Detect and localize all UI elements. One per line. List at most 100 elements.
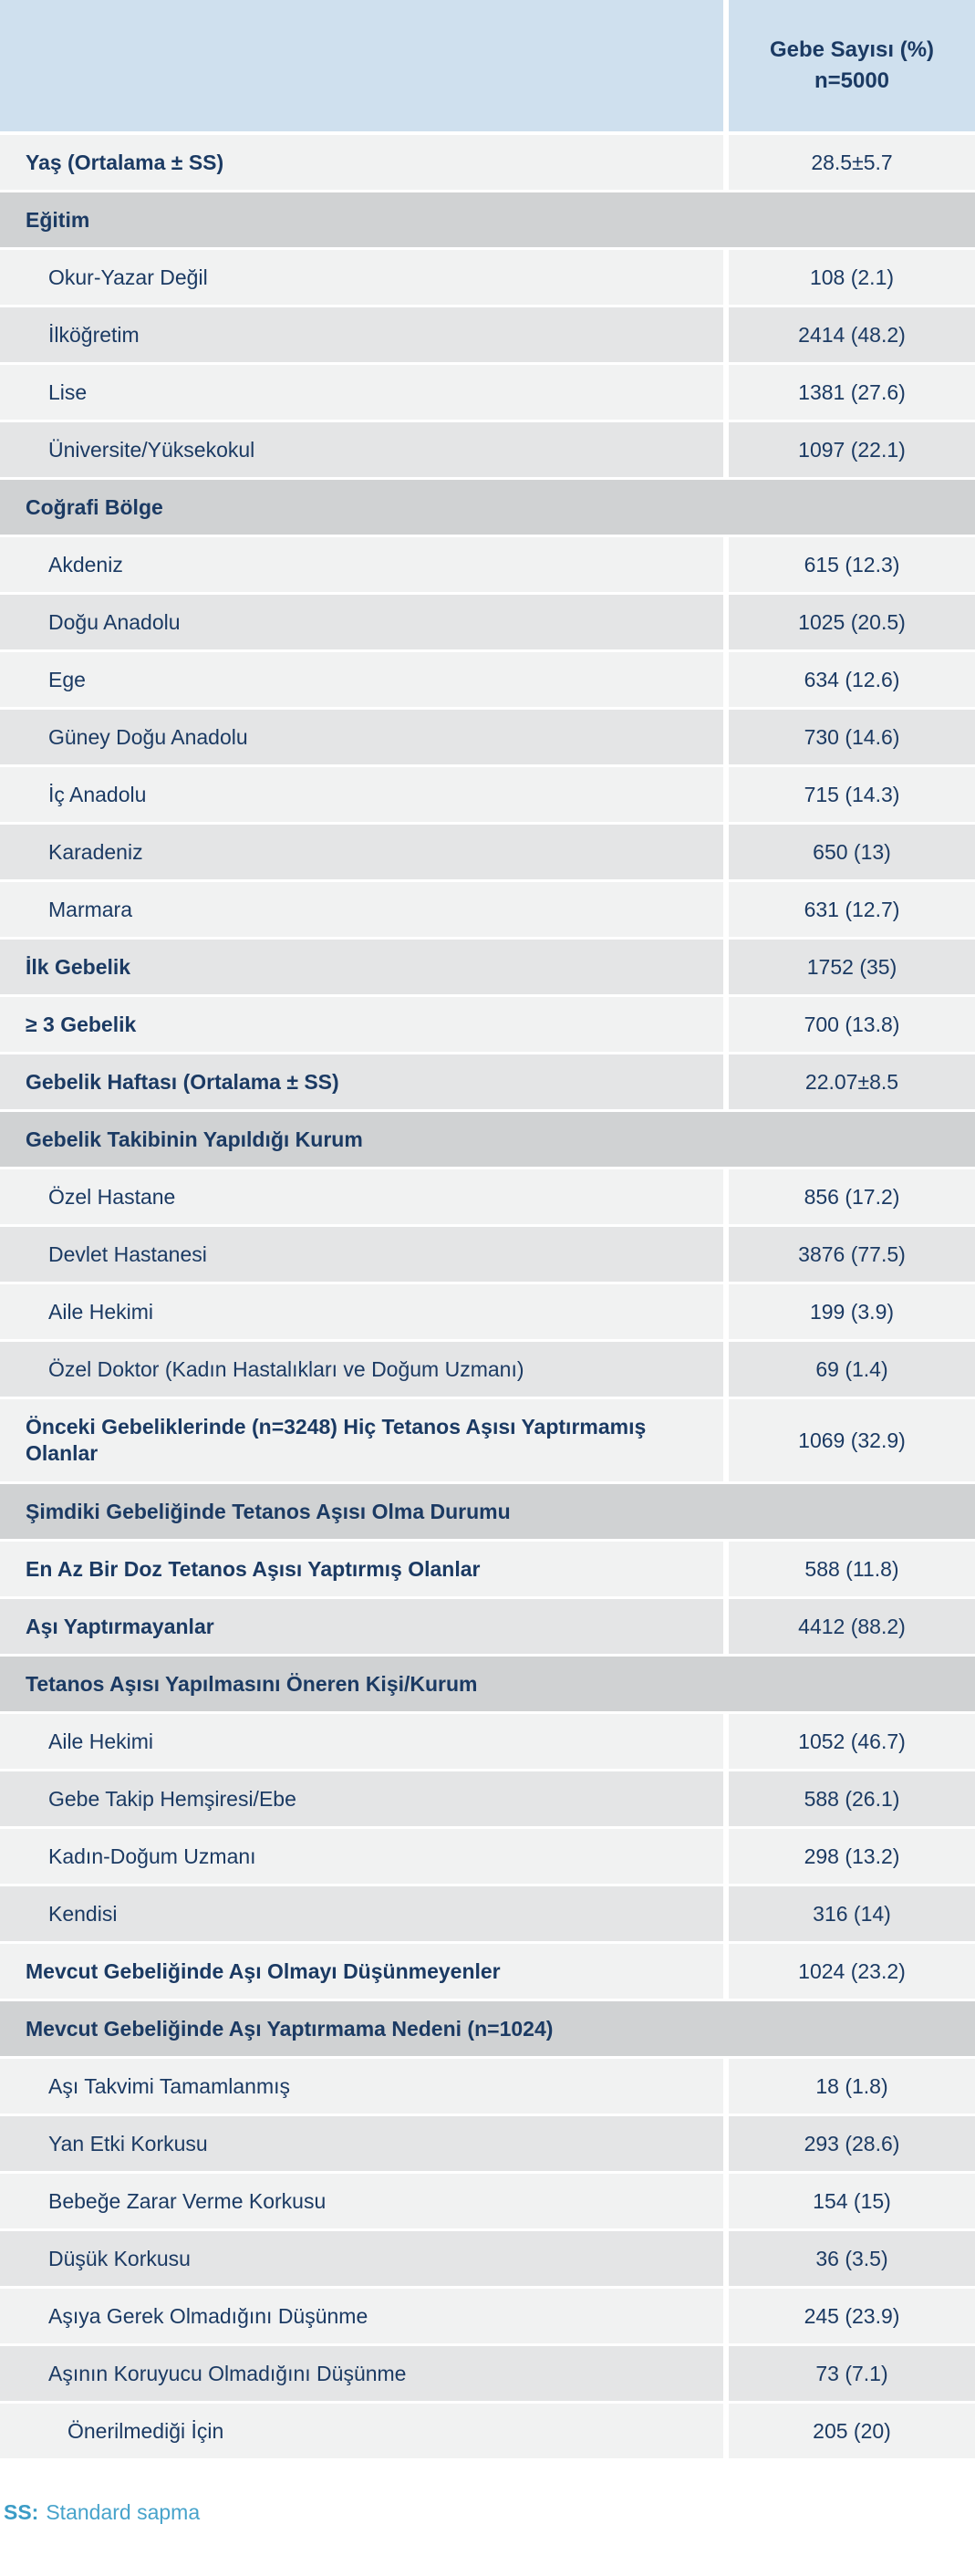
- row-value: 730 (14.6): [729, 710, 975, 764]
- table-row: Karadeniz 650 (13): [0, 825, 975, 879]
- row-label: Düşük Korkusu: [0, 2231, 723, 2286]
- row-value: 715 (14.3): [729, 767, 975, 822]
- section-header-row: Gebelik Takibinin Yapıldığı Kurum: [0, 1112, 975, 1167]
- row-label: Aşı Takvimi Tamamlanmış: [0, 2059, 723, 2114]
- row-label: ≥ 3 Gebelik: [0, 997, 723, 1052]
- header-empty-cell: [0, 0, 723, 131]
- row-label: Önerilmediği İçin: [0, 2404, 723, 2458]
- row-label: Devlet Hastanesi: [0, 1227, 723, 1282]
- row-value: 1052 (46.7): [729, 1714, 975, 1769]
- row-label: Özel Hastane: [0, 1169, 723, 1224]
- row-label: Yan Etki Korkusu: [0, 2116, 723, 2171]
- footnote: SS: Standard sapma: [0, 2500, 975, 2525]
- header-subtitle: n=5000: [814, 68, 890, 93]
- row-value: 2414 (48.2): [729, 307, 975, 362]
- row-label: Özel Doktor (Kadın Hastalıkları ve Doğum…: [0, 1342, 723, 1397]
- row-label: Kendisi: [0, 1886, 723, 1941]
- table-row: ≥ 3 Gebelik 700 (13.8): [0, 997, 975, 1052]
- row-label: İlköğretim: [0, 307, 723, 362]
- row-label: Güney Doğu Anadolu: [0, 710, 723, 764]
- table-row: Bebeğe Zarar Verme Korkusu 154 (15): [0, 2174, 975, 2228]
- table-row: İlköğretim 2414 (48.2): [0, 307, 975, 362]
- table-row: Önceki Gebeliklerinde (n=3248) Hiç Tetan…: [0, 1399, 975, 1481]
- row-value: 18 (1.8): [729, 2059, 975, 2114]
- table-row: Yan Etki Korkusu 293 (28.6): [0, 2116, 975, 2171]
- table-row: Aşı Takvimi Tamamlanmış 18 (1.8): [0, 2059, 975, 2114]
- row-value: 154 (15): [729, 2174, 975, 2228]
- table-row: İlk Gebelik 1752 (35): [0, 940, 975, 994]
- row-value: 1752 (35): [729, 940, 975, 994]
- row-value: 615 (12.3): [729, 537, 975, 592]
- table-row: Özel Hastane 856 (17.2): [0, 1169, 975, 1224]
- row-value: 199 (3.9): [729, 1284, 975, 1339]
- section-header-row: Şimdiki Gebeliğinde Tetanos Aşısı Olma D…: [0, 1484, 975, 1539]
- table-row: Üniversite/Yüksekokul 1097 (22.1): [0, 422, 975, 477]
- table-row: Kendisi 316 (14): [0, 1886, 975, 1941]
- table-header-row: Gebe Sayısı (%) n=5000: [0, 0, 975, 131]
- row-value: 4412 (88.2): [729, 1599, 975, 1654]
- pregnant-women-characteristics-table: Gebe Sayısı (%) n=5000 Yaş (Ortalama ± S…: [0, 0, 975, 2458]
- row-value: 293 (28.6): [729, 2116, 975, 2171]
- section-header-row: Coğrafi Bölge: [0, 480, 975, 535]
- table-row: Doğu Anadolu 1025 (20.5): [0, 595, 975, 649]
- footnote-text: Standard sapma: [46, 2500, 201, 2524]
- row-label: Önceki Gebeliklerinde (n=3248) Hiç Tetan…: [0, 1399, 723, 1481]
- section-header-row: Tetanos Aşısı Yapılmasını Öneren Kişi/Ku…: [0, 1657, 975, 1711]
- table-row: İç Anadolu 715 (14.3): [0, 767, 975, 822]
- row-label: Gebe Takip Hemşiresi/Ebe: [0, 1771, 723, 1826]
- row-label: En Az Bir Doz Tetanos Aşısı Yaptırmış Ol…: [0, 1542, 723, 1596]
- row-value: 298 (13.2): [729, 1829, 975, 1884]
- table-row: Düşük Korkusu 36 (3.5): [0, 2231, 975, 2286]
- row-value: 1097 (22.1): [729, 422, 975, 477]
- table-row: Mevcut Gebeliğinde Aşı Olmayı Düşünmeyen…: [0, 1944, 975, 1999]
- section-label: Gebelik Takibinin Yapıldığı Kurum: [26, 1127, 363, 1151]
- row-label: Üniversite/Yüksekokul: [0, 422, 723, 477]
- header-value-cell: Gebe Sayısı (%) n=5000: [729, 0, 975, 131]
- row-value: 73 (7.1): [729, 2346, 975, 2401]
- row-value: 22.07±8.5: [729, 1054, 975, 1109]
- row-value: 650 (13): [729, 825, 975, 879]
- row-value: 1024 (23.2): [729, 1944, 975, 1999]
- row-label: Mevcut Gebeliğinde Aşı Olmayı Düşünmeyen…: [0, 1944, 723, 1999]
- header-title: Gebe Sayısı (%): [769, 37, 935, 63]
- table-row: Aşı Yaptırmayanlar 4412 (88.2): [0, 1599, 975, 1654]
- table-row: Gebelik Haftası (Ortalama ± SS) 22.07±8.5: [0, 1054, 975, 1109]
- row-value: 856 (17.2): [729, 1169, 975, 1224]
- section-header-row: Eğitim: [0, 192, 975, 247]
- row-label: Karadeniz: [0, 825, 723, 879]
- section-label: Eğitim: [26, 207, 90, 232]
- row-value: 316 (14): [729, 1886, 975, 1941]
- table-row: Akdeniz 615 (12.3): [0, 537, 975, 592]
- section-label: Coğrafi Bölge: [26, 494, 163, 519]
- table-row: Güney Doğu Anadolu 730 (14.6): [0, 710, 975, 764]
- row-value: 205 (20): [729, 2404, 975, 2458]
- row-value: 1069 (32.9): [729, 1399, 975, 1481]
- row-value: 36 (3.5): [729, 2231, 975, 2286]
- table-row: Aşıya Gerek Olmadığını Düşünme 245 (23.9): [0, 2289, 975, 2343]
- row-label: Akdeniz: [0, 537, 723, 592]
- section-label: Mevcut Gebeliğinde Aşı Yaptırmama Nedeni…: [26, 2016, 554, 2041]
- row-label: Kadın-Doğum Uzmanı: [0, 1829, 723, 1884]
- row-value: 69 (1.4): [729, 1342, 975, 1397]
- row-label: Aile Hekimi: [0, 1714, 723, 1769]
- table-row: Aile Hekimi 199 (3.9): [0, 1284, 975, 1339]
- section-label: Tetanos Aşısı Yapılmasını Öneren Kişi/Ku…: [26, 1671, 478, 1696]
- table-row: Marmara 631 (12.7): [0, 882, 975, 937]
- table-row: Kadın-Doğum Uzmanı 298 (13.2): [0, 1829, 975, 1884]
- row-value: 245 (23.9): [729, 2289, 975, 2343]
- table-row: Ege 634 (12.6): [0, 652, 975, 707]
- table-row: Lise 1381 (27.6): [0, 365, 975, 420]
- table-row: Aşının Koruyucu Olmadığını Düşünme 73 (7.…: [0, 2346, 975, 2401]
- row-label: Aşıya Gerek Olmadığını Düşünme: [0, 2289, 723, 2343]
- row-label: Aile Hekimi: [0, 1284, 723, 1339]
- table-row: En Az Bir Doz Tetanos Aşısı Yaptırmış Ol…: [0, 1542, 975, 1596]
- row-label: Aşının Koruyucu Olmadığını Düşünme: [0, 2346, 723, 2401]
- section-label: Şimdiki Gebeliğinde Tetanos Aşısı Olma D…: [26, 1499, 511, 1523]
- row-value: 588 (11.8): [729, 1542, 975, 1596]
- row-label: Yaş (Ortalama ± SS): [0, 135, 723, 190]
- row-value: 28.5±5.7: [729, 135, 975, 190]
- row-label: Doğu Anadolu: [0, 595, 723, 649]
- row-label: Marmara: [0, 882, 723, 937]
- table-row: Özel Doktor (Kadın Hastalıkları ve Doğum…: [0, 1342, 975, 1397]
